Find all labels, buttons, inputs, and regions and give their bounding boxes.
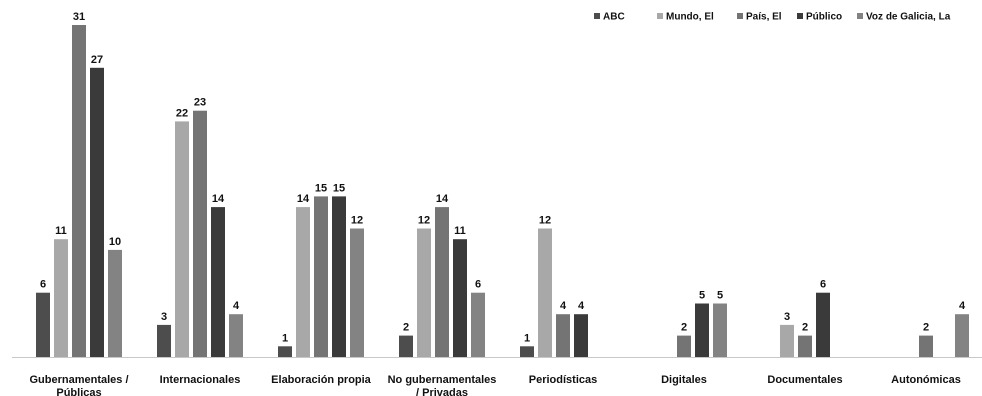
category-label: Documentales (767, 374, 842, 386)
bar (955, 314, 969, 357)
data-label: 6 (475, 279, 481, 291)
data-label: 4 (578, 300, 585, 312)
category-label: No gubernamentales (388, 374, 497, 386)
data-label: 6 (40, 279, 46, 291)
legend-swatch (797, 13, 803, 19)
data-label: 15 (315, 182, 327, 194)
bar (175, 121, 189, 358)
data-label: 5 (699, 290, 705, 302)
bar (72, 25, 86, 357)
bar (919, 335, 933, 357)
data-label: 14 (212, 193, 225, 205)
bar (695, 303, 709, 357)
data-label: 1 (282, 332, 288, 344)
bar (211, 207, 225, 357)
bar (780, 324, 794, 357)
legend-label: País, El (746, 12, 782, 23)
data-label: 4 (959, 300, 966, 312)
bar (798, 335, 812, 357)
data-label: 23 (194, 97, 206, 109)
legend-swatch (857, 13, 863, 19)
category-label: Elaboración propia (271, 374, 372, 386)
legend-swatch (594, 13, 600, 19)
data-label: 5 (717, 290, 723, 302)
category-label: Internacionales (160, 374, 241, 386)
data-label: 3 (161, 311, 167, 323)
bar (296, 207, 310, 357)
bar (108, 249, 122, 357)
data-label: 4 (560, 300, 567, 312)
bar (574, 314, 588, 357)
data-label: 22 (176, 107, 188, 119)
bar (677, 335, 691, 357)
bar (520, 346, 534, 357)
bar (157, 324, 171, 357)
data-label: 11 (454, 225, 466, 237)
bar (314, 196, 328, 357)
bar (90, 67, 104, 358)
bar (229, 314, 243, 357)
data-label: 27 (91, 54, 103, 66)
data-label: 12 (351, 215, 363, 227)
category-label: / Privadas (416, 387, 468, 396)
data-label: 31 (73, 11, 85, 23)
data-label: 12 (418, 215, 430, 227)
legend-swatch (657, 13, 663, 19)
bar (713, 303, 727, 357)
data-label: 2 (403, 322, 409, 334)
legend-label: Mundo, El (666, 12, 714, 23)
bar (399, 335, 413, 357)
bar (350, 228, 364, 357)
legend: ABC Mundo, El País, El Público Voz de Galici… (594, 12, 951, 23)
bar (36, 292, 50, 357)
data-label: 2 (681, 322, 687, 334)
bars-group (36, 25, 969, 358)
data-label: 2 (923, 322, 929, 334)
bar (453, 239, 467, 357)
category-label: Gubernamentales / (29, 374, 128, 386)
data-label: 14 (297, 193, 310, 205)
category-label: Digitales (661, 374, 707, 386)
legend-swatch (737, 13, 743, 19)
bar (538, 228, 552, 357)
data-label: 10 (109, 236, 121, 248)
legend-label: ABC (603, 12, 625, 23)
data-label: 1 (524, 332, 530, 344)
category-label: Públicas (56, 387, 101, 396)
data-label: 3 (784, 311, 790, 323)
data-label: 4 (233, 300, 240, 312)
legend-label: Público (806, 12, 842, 23)
bar (816, 292, 830, 357)
bar (556, 314, 570, 357)
bar (54, 239, 68, 357)
category-label: Autonómicas (891, 374, 961, 386)
data-label: 15 (333, 182, 345, 194)
bar (417, 228, 431, 357)
legend-label: Voz de Galicia, La (866, 12, 951, 23)
data-label: 11 (55, 225, 67, 237)
bar (193, 110, 207, 357)
data-label: 2 (802, 322, 808, 334)
category-labels-group: Gubernamentales /Públicas Internacionales… (29, 374, 960, 396)
data-label: 12 (539, 215, 551, 227)
bar (471, 292, 485, 357)
bar (332, 196, 346, 357)
data-label: 6 (820, 279, 826, 291)
category-label: Periodísticas (529, 374, 597, 386)
data-label: 14 (436, 193, 449, 205)
bar (278, 346, 292, 357)
bar (435, 207, 449, 357)
